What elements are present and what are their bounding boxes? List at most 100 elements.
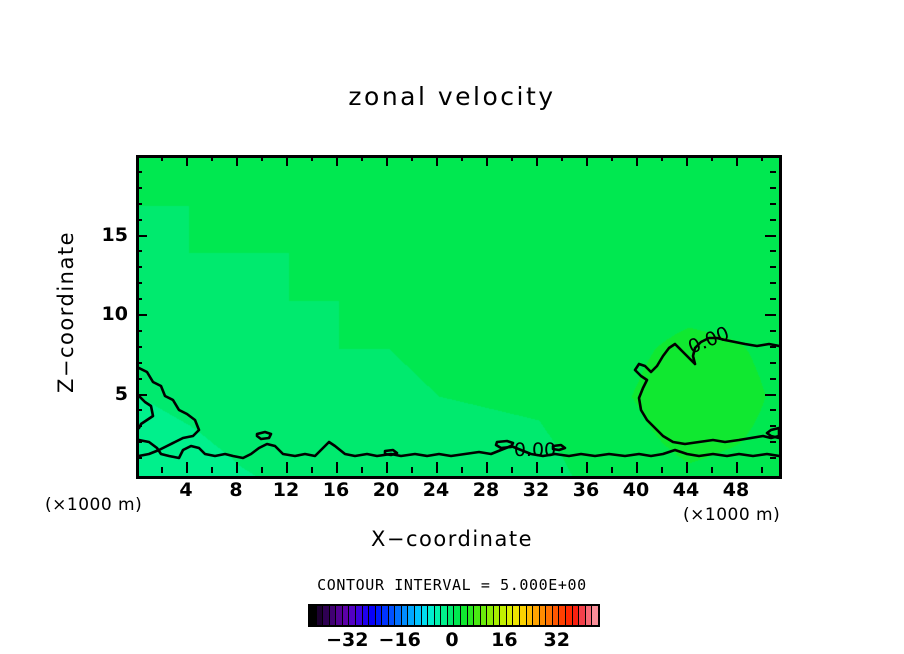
x-tick-label: 40 xyxy=(622,479,650,501)
x-tick-label: 20 xyxy=(372,479,400,501)
x-axis-title: X−coordinate xyxy=(371,527,533,551)
colorbar-swatch xyxy=(579,606,586,625)
x-tick-bottom xyxy=(536,462,538,473)
colorbar-swatch xyxy=(454,606,461,625)
x-tick-top xyxy=(261,155,263,161)
y-tick-right xyxy=(770,298,776,300)
colorbar-swatch xyxy=(316,606,324,625)
colorbar-swatch xyxy=(474,606,481,625)
y-tick-right xyxy=(770,171,776,173)
colorbar-swatch xyxy=(415,606,422,625)
y-tick-right xyxy=(770,266,776,268)
colorbar-swatch xyxy=(310,606,317,625)
colorbar-swatch xyxy=(401,606,409,625)
x-tick-bottom xyxy=(411,467,413,473)
colorbar-swatch xyxy=(526,606,534,625)
colorbar xyxy=(308,604,600,627)
colorbar-tick-label: 32 xyxy=(543,629,570,651)
x-tick-bottom xyxy=(386,462,388,473)
colorbar-tick-label: 0 xyxy=(445,629,459,651)
colorbar-tick-label: −32 xyxy=(326,629,369,651)
colorbar-swatch xyxy=(447,606,455,625)
colorbar-swatch xyxy=(369,606,376,625)
x-tick-label: 16 xyxy=(322,479,350,501)
colorbar-swatch xyxy=(480,606,488,625)
y-tick-right xyxy=(770,219,776,221)
y-tick-left xyxy=(136,441,142,443)
colorbar-tick-label: −16 xyxy=(378,629,421,651)
x-tick-top xyxy=(236,155,238,166)
x-tick-bottom xyxy=(561,467,563,473)
x-tick-bottom xyxy=(636,462,638,473)
colorbar-swatch xyxy=(349,606,356,625)
x-tick-label: 24 xyxy=(422,479,450,501)
x-tick-label: 32 xyxy=(522,479,550,501)
y-tick-right xyxy=(770,250,776,252)
x-tick-bottom xyxy=(736,462,738,473)
colorbar-swatch xyxy=(408,606,415,625)
x-tick-top xyxy=(161,155,163,161)
colorbar-swatch xyxy=(441,606,448,625)
x-tick-bottom xyxy=(261,467,263,473)
y-tick-left xyxy=(136,330,142,332)
y-tick-right xyxy=(770,378,776,380)
colorbar-swatch xyxy=(428,606,435,625)
y-tick-left xyxy=(136,219,142,221)
y-tick-left xyxy=(136,409,142,411)
y-tick-left xyxy=(136,187,142,189)
x-tick-bottom xyxy=(711,467,713,473)
y-axis-title: Z−coordinate xyxy=(54,231,78,393)
y-tick-label: 5 xyxy=(114,383,128,405)
x-tick-top xyxy=(586,155,588,166)
y-tick-right xyxy=(770,425,776,427)
x-tick-bottom xyxy=(511,467,513,473)
x-tick-bottom xyxy=(761,467,763,473)
x-tick-bottom xyxy=(686,462,688,473)
y-tick-left xyxy=(136,250,142,252)
y-tick-right xyxy=(770,187,776,189)
colorbar-tick-labels: −32 −16 0 16 32 xyxy=(308,629,596,653)
colorbar-swatch xyxy=(336,606,343,625)
x-tick-bottom xyxy=(211,467,213,473)
y-tick-right xyxy=(770,346,776,348)
y-tick-right xyxy=(765,394,776,396)
x-tick-top xyxy=(286,155,288,166)
x-tick-bottom xyxy=(461,467,463,473)
colorbar-swatch xyxy=(342,606,350,625)
x-tick-label: 36 xyxy=(572,479,600,501)
y-tick-left xyxy=(136,362,142,364)
y-tick-right xyxy=(770,203,776,205)
y-tick-right xyxy=(770,409,776,411)
x-tick-top xyxy=(561,155,563,161)
y-tick-right xyxy=(770,330,776,332)
x-tick-top xyxy=(661,155,663,161)
x-tick-top xyxy=(736,155,738,166)
x-tick-top xyxy=(686,155,688,166)
y-axis-unit-label: (×1000 m) xyxy=(45,495,143,515)
y-tick-left xyxy=(136,298,142,300)
colorbar-swatch xyxy=(539,606,547,625)
colorbar-swatch xyxy=(467,606,475,625)
x-tick-top xyxy=(636,155,638,166)
y-tick-label: 15 xyxy=(101,224,128,246)
colorbar-swatch xyxy=(559,606,566,625)
x-tick-label: 8 xyxy=(229,479,243,501)
colorbar-swatch xyxy=(585,606,593,625)
y-tick-left xyxy=(136,346,142,348)
colorbar-swatch xyxy=(592,606,598,625)
x-tick-top xyxy=(536,155,538,166)
x-tick-top xyxy=(311,155,313,161)
y-tick-right xyxy=(770,362,776,364)
x-tick-bottom xyxy=(336,462,338,473)
y-tick-left xyxy=(136,235,147,237)
colorbar-swatch xyxy=(355,606,363,625)
y-tick-right xyxy=(765,314,776,316)
x-tick-bottom xyxy=(661,467,663,473)
contour-interval-text: CONTOUR INTERVAL = 5.000E+00 xyxy=(317,576,587,594)
y-tick-right xyxy=(770,457,776,459)
y-tick-left xyxy=(136,171,142,173)
y-tick-right xyxy=(770,282,776,284)
x-tick-bottom xyxy=(186,462,188,473)
y-tick-label: 10 xyxy=(101,303,128,325)
x-tick-bottom xyxy=(311,467,313,473)
